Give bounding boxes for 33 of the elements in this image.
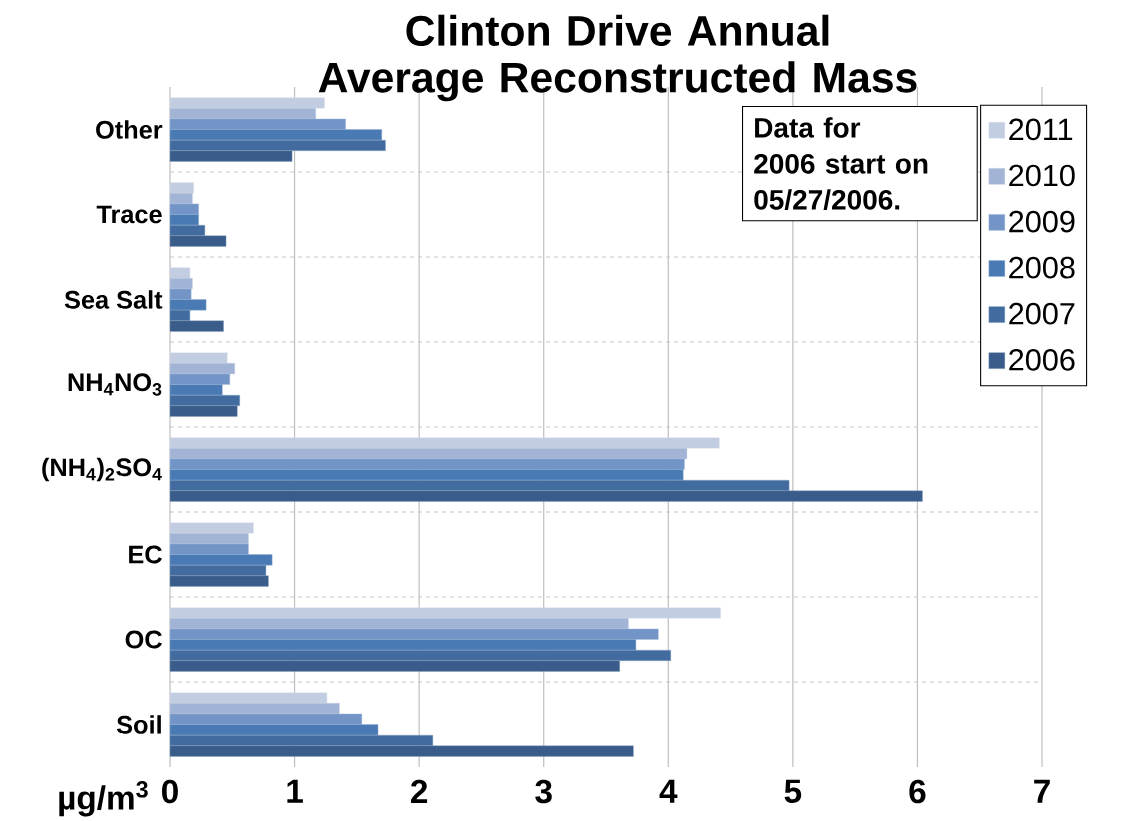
legend-label: 2006: [1009, 348, 1075, 371]
x-tick-label: 5: [784, 779, 802, 803]
bar: [169, 639, 637, 651]
y-tick-label: EC: [129, 545, 162, 564]
annotation: Data for 2006 start on 05/27/2006.: [754, 117, 928, 211]
bar: [169, 384, 223, 396]
bar: [169, 724, 379, 736]
x-tick-label: 2: [411, 779, 428, 803]
chart-title: Clinton Drive Annual Average Reconstructed Mass: [318, 14, 917, 102]
y-tick-label: Trace: [96, 205, 162, 224]
x-tick-label: 0: [162, 779, 178, 804]
bar: [169, 299, 207, 311]
legend-label: 2009: [1009, 210, 1075, 233]
y-tick-label: OC: [125, 630, 162, 649]
legend-label: 2010: [1009, 164, 1075, 187]
legend-label: 2011: [1009, 118, 1073, 141]
y-tick-label: Sea Salt: [64, 290, 163, 309]
bar: [169, 129, 382, 141]
legend-label: 2008: [1009, 256, 1075, 279]
x-tick-label: 3: [535, 779, 552, 804]
bar: [169, 469, 684, 481]
bar: [169, 214, 199, 226]
y-tick-label: Other: [96, 120, 163, 139]
x-tick-label: 6: [909, 779, 926, 804]
x-tick-label: 7: [1034, 779, 1050, 803]
y-tick-label: NH$_{4}$NO$_{3}$: [68, 373, 162, 396]
bar: [169, 554, 273, 566]
legend-label: 2007: [1009, 302, 1075, 325]
y-tick-label: (NH$_{4}$)$_{2}$SO$_{4}$: [42, 457, 162, 482]
y-tick-label: Soil: [116, 715, 161, 734]
x-tick-label: 1: [287, 779, 303, 803]
x-tick-label: 4: [659, 779, 678, 803]
x-axis-title: µg/m$^{3}$: [59, 781, 148, 817]
